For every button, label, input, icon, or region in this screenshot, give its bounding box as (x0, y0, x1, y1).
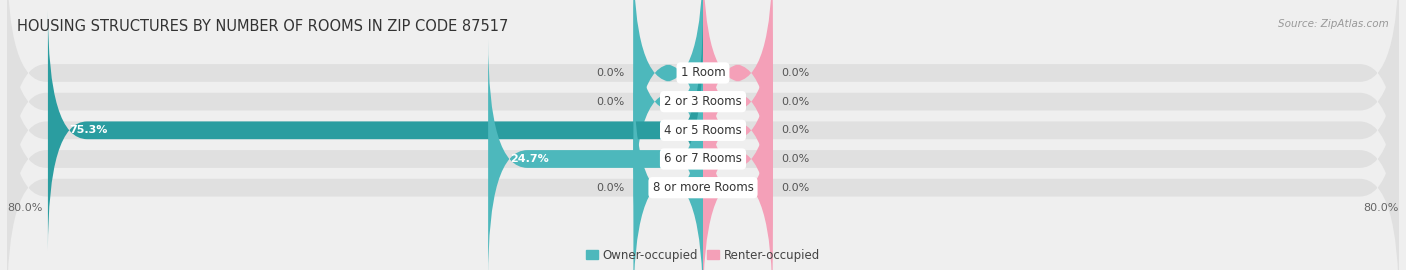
Text: 6 or 7 Rooms: 6 or 7 Rooms (664, 153, 742, 166)
Text: 0.0%: 0.0% (782, 154, 810, 164)
FancyBboxPatch shape (48, 10, 703, 251)
Text: 0.0%: 0.0% (782, 183, 810, 193)
FancyBboxPatch shape (703, 0, 773, 222)
FancyBboxPatch shape (488, 39, 703, 270)
Legend: Owner-occupied, Renter-occupied: Owner-occupied, Renter-occupied (581, 244, 825, 266)
FancyBboxPatch shape (7, 39, 1399, 270)
FancyBboxPatch shape (7, 10, 1399, 251)
Text: 0.0%: 0.0% (596, 97, 624, 107)
Text: 8 or more Rooms: 8 or more Rooms (652, 181, 754, 194)
Text: 0.0%: 0.0% (782, 68, 810, 78)
Text: 1 Room: 1 Room (681, 66, 725, 79)
Text: 80.0%: 80.0% (7, 203, 42, 213)
FancyBboxPatch shape (703, 39, 773, 270)
FancyBboxPatch shape (7, 0, 1399, 222)
FancyBboxPatch shape (703, 68, 773, 270)
Text: 75.3%: 75.3% (70, 125, 108, 135)
Text: 2 or 3 Rooms: 2 or 3 Rooms (664, 95, 742, 108)
Text: 80.0%: 80.0% (1364, 203, 1399, 213)
FancyBboxPatch shape (703, 0, 773, 193)
Text: Source: ZipAtlas.com: Source: ZipAtlas.com (1278, 19, 1389, 29)
FancyBboxPatch shape (7, 0, 1399, 193)
Text: 0.0%: 0.0% (596, 183, 624, 193)
FancyBboxPatch shape (633, 0, 703, 193)
Text: 0.0%: 0.0% (782, 97, 810, 107)
Text: HOUSING STRUCTURES BY NUMBER OF ROOMS IN ZIP CODE 87517: HOUSING STRUCTURES BY NUMBER OF ROOMS IN… (17, 19, 508, 34)
Text: 4 or 5 Rooms: 4 or 5 Rooms (664, 124, 742, 137)
FancyBboxPatch shape (633, 0, 703, 222)
FancyBboxPatch shape (7, 68, 1399, 270)
FancyBboxPatch shape (703, 10, 773, 251)
Text: 0.0%: 0.0% (596, 68, 624, 78)
Text: 24.7%: 24.7% (510, 154, 548, 164)
Text: 0.0%: 0.0% (782, 125, 810, 135)
FancyBboxPatch shape (633, 68, 703, 270)
